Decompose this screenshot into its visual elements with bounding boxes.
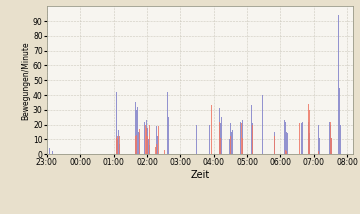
Bar <box>149 125 150 154</box>
Bar <box>242 138 243 154</box>
Bar <box>285 122 286 154</box>
Bar <box>286 132 287 154</box>
Bar <box>319 138 320 154</box>
Bar <box>136 135 137 154</box>
Bar <box>136 110 137 154</box>
Bar <box>284 120 285 154</box>
Bar <box>137 107 138 154</box>
Bar <box>241 123 242 154</box>
Bar <box>158 126 159 154</box>
Bar <box>209 125 210 154</box>
Bar <box>287 133 288 154</box>
Bar <box>230 123 231 154</box>
Bar <box>340 125 341 154</box>
Bar <box>303 139 304 154</box>
Bar <box>262 95 263 154</box>
Y-axis label: Bewegungen/Minute: Bewegungen/Minute <box>21 41 30 120</box>
Bar <box>240 122 241 154</box>
Bar <box>179 148 180 154</box>
Bar <box>251 105 252 154</box>
Bar <box>330 122 331 154</box>
Bar <box>168 117 169 154</box>
Bar <box>230 136 231 154</box>
Bar <box>218 104 219 154</box>
Bar <box>252 123 253 154</box>
Bar <box>157 136 158 154</box>
Bar <box>124 132 125 154</box>
Bar <box>138 132 139 154</box>
Bar <box>285 150 286 154</box>
Bar <box>273 125 274 154</box>
Bar <box>116 92 117 154</box>
Bar <box>308 104 309 154</box>
Bar <box>139 129 140 154</box>
Bar <box>49 148 50 154</box>
Bar <box>115 129 116 154</box>
Bar <box>116 138 117 154</box>
Bar <box>146 120 147 154</box>
Bar <box>221 117 222 154</box>
Bar <box>173 139 174 154</box>
Bar <box>219 122 220 154</box>
Bar <box>231 132 232 154</box>
Bar <box>144 122 145 154</box>
Bar <box>329 122 330 154</box>
Bar <box>149 145 150 154</box>
Bar <box>338 15 339 154</box>
Bar <box>220 138 221 154</box>
Bar <box>146 128 147 154</box>
Bar <box>252 125 253 154</box>
Bar <box>156 144 157 154</box>
Bar <box>318 151 319 154</box>
Bar <box>330 125 331 154</box>
Bar <box>150 147 151 154</box>
Bar <box>229 139 230 154</box>
Bar <box>118 131 119 154</box>
Bar <box>308 122 309 154</box>
Bar <box>155 147 156 154</box>
Bar <box>326 133 327 154</box>
Bar <box>301 123 302 154</box>
Bar <box>139 133 140 154</box>
Bar <box>318 125 319 154</box>
Bar <box>52 151 53 154</box>
X-axis label: Zeit: Zeit <box>190 170 210 180</box>
Bar <box>219 108 220 154</box>
Bar <box>309 110 310 154</box>
Bar <box>148 139 149 154</box>
Bar <box>220 123 221 154</box>
Bar <box>147 128 148 154</box>
Bar <box>286 151 287 154</box>
Bar <box>299 123 300 154</box>
Bar <box>274 136 275 154</box>
Bar <box>211 105 212 154</box>
Bar <box>242 120 243 154</box>
Bar <box>274 132 275 154</box>
Bar <box>196 125 197 154</box>
Bar <box>115 77 116 154</box>
Bar <box>147 136 148 154</box>
Bar <box>150 128 151 154</box>
Bar <box>339 88 340 154</box>
Bar <box>309 133 310 154</box>
Bar <box>232 131 233 154</box>
Bar <box>156 126 157 154</box>
Bar <box>167 92 168 154</box>
Bar <box>117 139 118 154</box>
Bar <box>253 131 254 154</box>
Bar <box>117 136 118 154</box>
Bar <box>302 122 303 154</box>
Bar <box>125 136 126 154</box>
